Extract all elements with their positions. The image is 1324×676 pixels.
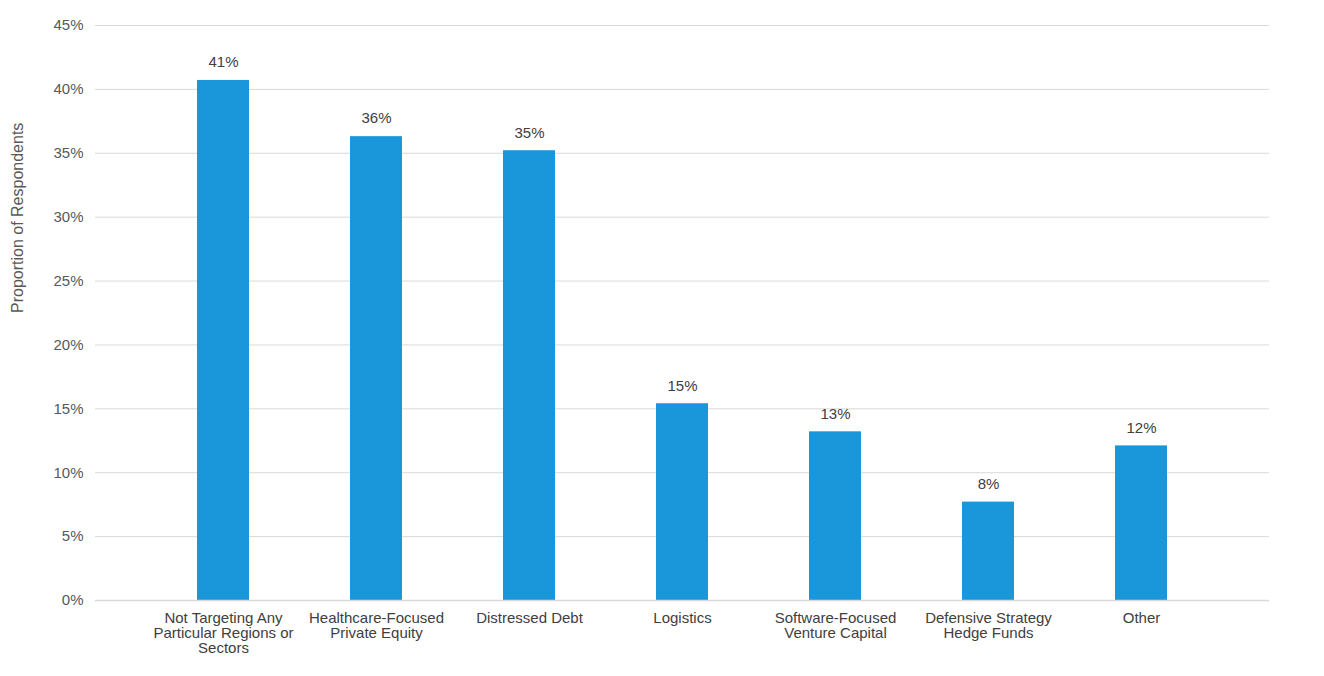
svg-text:0%: 0% [62, 591, 84, 608]
svg-text:Other: Other [1123, 609, 1161, 626]
svg-text:Healthcare-FocusedPrivate Equi: Healthcare-FocusedPrivate Equity [309, 609, 444, 641]
svg-text:8%: 8% [978, 475, 1000, 492]
svg-text:13%: 13% [820, 405, 850, 422]
svg-text:Defensive StrategyHedge Funds: Defensive StrategyHedge Funds [925, 609, 1052, 641]
svg-text:Software-FocusedVenture Capita: Software-FocusedVenture Capital [775, 609, 897, 641]
svg-text:10%: 10% [53, 464, 83, 481]
svg-text:40%: 40% [53, 80, 83, 97]
svg-text:25%: 25% [53, 272, 83, 289]
svg-text:30%: 30% [53, 208, 83, 225]
svg-text:41%: 41% [208, 53, 238, 70]
svg-text:36%: 36% [361, 109, 391, 126]
svg-text:5%: 5% [62, 527, 84, 544]
svg-text:15%: 15% [53, 400, 83, 417]
svg-text:15%: 15% [667, 377, 697, 394]
svg-text:20%: 20% [53, 336, 83, 353]
svg-text:Distressed Debt: Distressed Debt [476, 609, 584, 626]
svg-text:35%: 35% [514, 124, 544, 141]
svg-text:35%: 35% [53, 144, 83, 161]
svg-text:Not Targeting AnyParticular Re: Not Targeting AnyParticular Regions orSe… [153, 609, 293, 656]
svg-text:Proportion of Respondents: Proportion of Respondents [9, 123, 26, 313]
svg-text:12%: 12% [1126, 419, 1156, 436]
svg-text:45%: 45% [53, 16, 83, 33]
svg-text:Logistics: Logistics [653, 609, 711, 626]
